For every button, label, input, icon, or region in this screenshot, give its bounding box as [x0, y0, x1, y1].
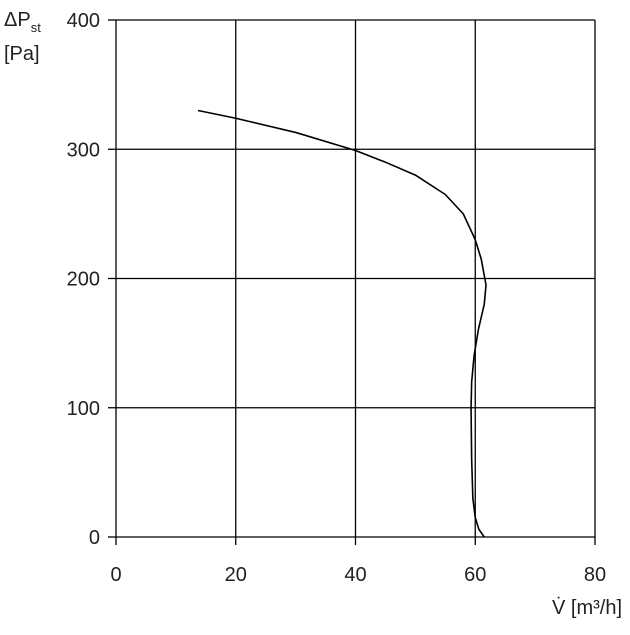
y-tick-label: 400 — [67, 10, 100, 32]
x-axis-label: V̇ [m³/h] — [552, 597, 622, 619]
data-line — [197, 109, 487, 538]
x-tick-label: 0 — [110, 564, 121, 586]
y-tick-label: 0 — [89, 527, 100, 549]
x-tick-label: 40 — [344, 564, 366, 586]
x-tick-label: 80 — [584, 564, 606, 586]
y-label-subscript: st — [31, 20, 42, 35]
y-label-symbol: ΔP — [4, 9, 31, 31]
y-axis-unit: [Pa] — [4, 43, 40, 65]
y-tick-label: 100 — [67, 398, 100, 420]
y-tick-label: 200 — [67, 269, 100, 291]
y-axis-label: ΔPst — [4, 9, 41, 35]
y-tick-label: 300 — [67, 139, 100, 161]
x-tick-label: 20 — [225, 564, 247, 586]
x-tick-label: 60 — [464, 564, 486, 586]
